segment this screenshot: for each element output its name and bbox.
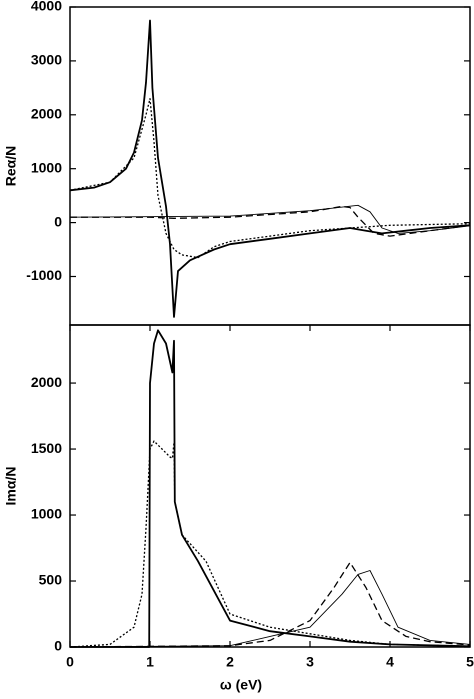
y-tick-label: 2000	[31, 374, 62, 390]
y-tick-label: 0	[54, 213, 62, 229]
x-tick-label: 1	[146, 654, 154, 670]
data-line	[70, 329, 471, 648]
plot-frame	[69, 324, 471, 648]
data-line	[69, 19, 471, 318]
y-tick-label: 4000	[31, 0, 62, 14]
y-axis-title: Reα/N	[3, 146, 19, 187]
x-tick-label: 4	[386, 654, 394, 670]
y-axis-title: Imα/N	[3, 467, 19, 506]
x-tick-label: 0	[66, 654, 74, 670]
y-tick-label: 1500	[31, 440, 62, 456]
y-tick-label: 500	[39, 572, 63, 588]
data-line	[69, 561, 471, 648]
x-axis-title: ω (eV)	[220, 677, 262, 693]
y-tick-label: 3000	[31, 52, 62, 68]
y-tick-label: 1000	[31, 506, 62, 522]
data-line	[69, 204, 471, 234]
data-line	[69, 440, 471, 648]
data-line	[69, 97, 471, 259]
y-tick-label: 2000	[31, 105, 62, 121]
x-tick-label: 5	[466, 654, 474, 670]
x-tick-label: 3	[306, 654, 314, 670]
data-line	[69, 570, 471, 648]
data-line	[70, 205, 471, 237]
y-tick-label: 0	[54, 638, 62, 654]
y-tick-label: -1000	[26, 267, 62, 283]
plot-frame	[69, 6, 471, 326]
x-tick-label: 2	[226, 654, 234, 670]
y-tick-label: 1000	[31, 159, 62, 175]
